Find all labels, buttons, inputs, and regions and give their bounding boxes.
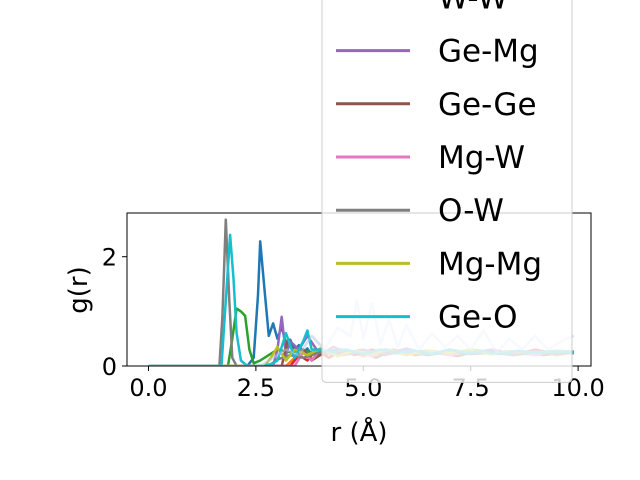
y-axis-ticks: 02 — [102, 244, 127, 381]
legend-label: O-W — [438, 193, 504, 229]
legend-label: Mg-W — [438, 140, 525, 176]
legend-label: Ge-Ge — [438, 87, 537, 123]
legend-label: Ge-O — [438, 300, 518, 336]
x-tick-label: 2.5 — [237, 374, 275, 402]
y-tick-label: 0 — [102, 353, 117, 381]
x-tick-label: 0.0 — [129, 374, 167, 402]
legend: W-W Ge-Mg Ge-Ge Mg-W O-W Mg-Mg Ge-O — [321, 0, 573, 383]
legend-label: Mg-Mg — [438, 246, 542, 282]
legend-label: Ge-Mg — [438, 34, 539, 70]
y-axis-label: g(r) — [64, 266, 94, 313]
legend-label: W-W — [438, 0, 508, 16]
legend-box — [321, 0, 573, 383]
x-axis-label: r (Å) — [330, 416, 387, 448]
y-tick-label: 2 — [102, 244, 117, 272]
